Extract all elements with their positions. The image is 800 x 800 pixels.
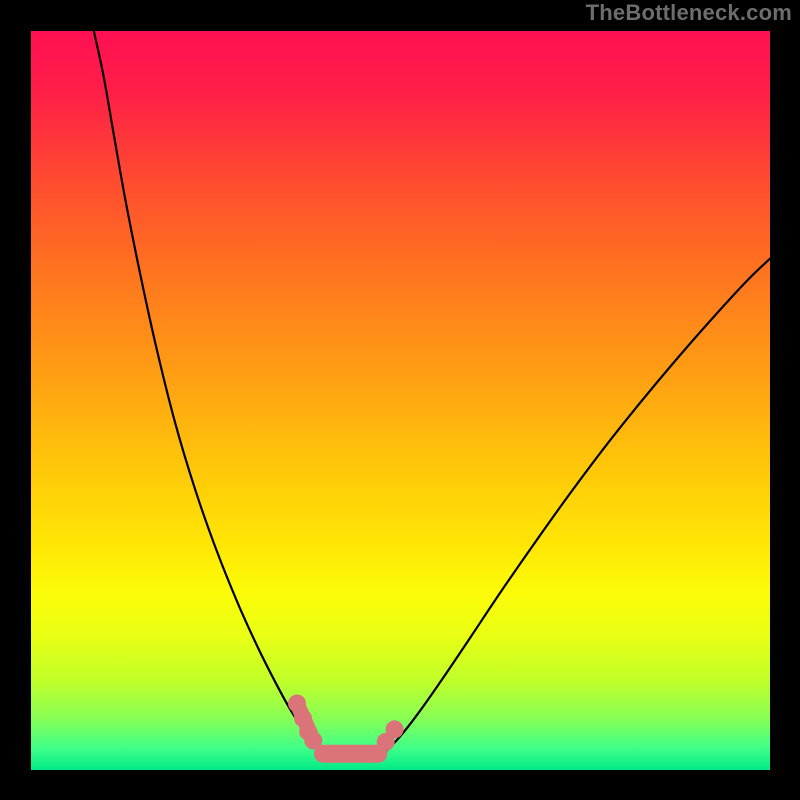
watermark-text: TheBottleneck.com	[586, 0, 792, 26]
gradient-background	[31, 31, 770, 770]
marker-right-1	[386, 720, 404, 738]
bottleneck-chart	[31, 31, 770, 770]
chart-frame: TheBottleneck.com	[0, 0, 800, 800]
marker-left-3	[304, 731, 322, 749]
